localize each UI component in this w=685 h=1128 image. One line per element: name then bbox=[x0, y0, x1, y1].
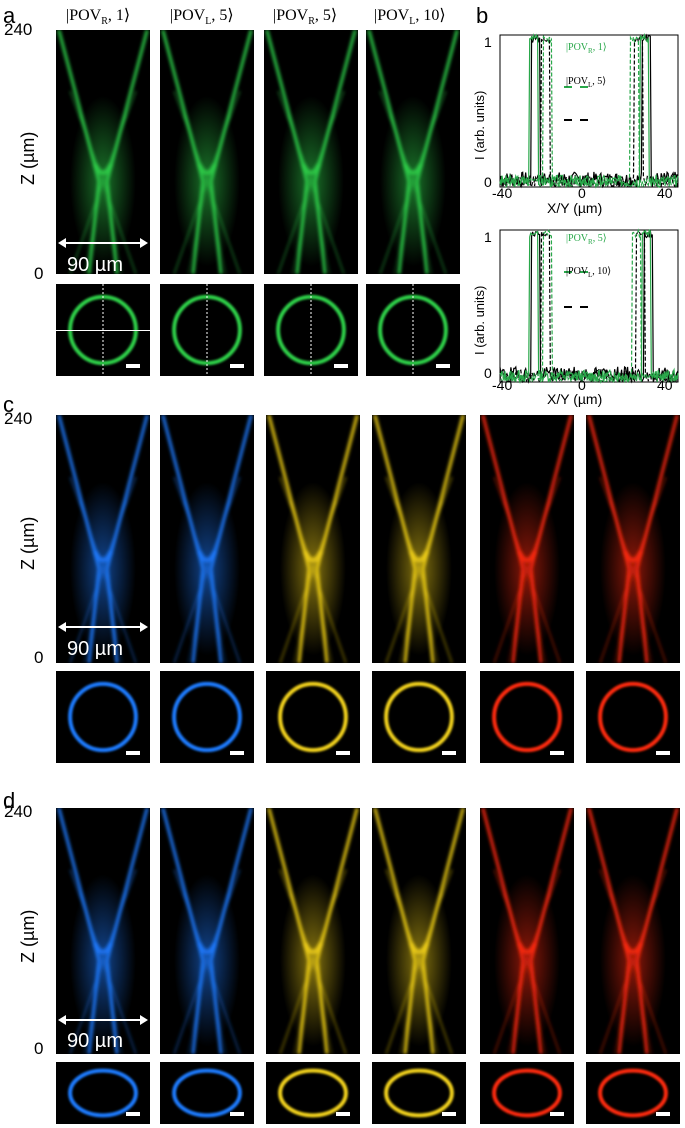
z-tick-bottom: 0 bbox=[34, 264, 44, 283]
beam-profile-image bbox=[366, 30, 460, 274]
z-tick-top: 240 bbox=[4, 20, 33, 39]
beam-profile-image bbox=[586, 808, 680, 1054]
x-tick: 0 bbox=[578, 185, 586, 201]
intensity-plot-top bbox=[470, 25, 685, 215]
intensity-plot-bottom bbox=[470, 220, 685, 410]
x-tick: 40 bbox=[657, 377, 673, 393]
ring-cross-section-image bbox=[586, 1062, 680, 1124]
z-tick-bottom: 0 bbox=[34, 1039, 44, 1058]
legend-entry: |POVL, 5⟩ bbox=[566, 76, 607, 89]
ring-cross-section-image bbox=[266, 1062, 360, 1124]
y-tick: 1 bbox=[484, 229, 492, 245]
x-tick: 0 bbox=[578, 377, 586, 393]
scale-bar-label: 90 µm bbox=[67, 254, 123, 276]
ring-cross-section-image bbox=[586, 671, 680, 763]
ring-cross-section-image bbox=[366, 284, 460, 376]
scale-bar-arrow bbox=[56, 1012, 150, 1028]
beam-profile-image bbox=[160, 415, 254, 663]
ring-cross-section-image bbox=[372, 671, 466, 763]
legend-entry: |POVR, 5⟩ bbox=[566, 233, 607, 246]
beam-profile-image bbox=[266, 415, 360, 663]
ket-label: |POVR, 1⟩ bbox=[66, 7, 131, 28]
ring-cross-section-image bbox=[480, 671, 574, 763]
ring-cross-section-image bbox=[480, 1062, 574, 1124]
beam-profile-image bbox=[264, 30, 358, 274]
y-axis-label: I (arb. units) bbox=[472, 285, 487, 355]
ring-cross-section-image bbox=[372, 1062, 466, 1124]
intensity-plot-top-svg bbox=[499, 32, 679, 189]
z-tick-top: 240 bbox=[4, 802, 33, 821]
z-axis-label: Z (µm) bbox=[18, 516, 38, 570]
ring-cross-section-image bbox=[264, 284, 358, 376]
panel-letter-d: d bbox=[3, 788, 16, 813]
beam-profile-image bbox=[586, 415, 680, 663]
x-axis-label: X/Y (µm) bbox=[547, 391, 603, 407]
ring-cross-section-image bbox=[160, 284, 254, 376]
beam-profile-image bbox=[372, 808, 466, 1054]
intensity-plot-bottom-svg bbox=[499, 228, 679, 384]
z-axis-label: Z (µm) bbox=[18, 131, 38, 185]
ring-cross-section-image bbox=[56, 671, 150, 763]
beam-profile-image bbox=[160, 30, 254, 274]
y-tick: 1 bbox=[484, 34, 492, 50]
legend-entry: |POVR, 1⟩ bbox=[566, 42, 607, 55]
ket-label: |POVL, 10⟩ bbox=[374, 7, 446, 28]
ring-cross-section-image bbox=[266, 671, 360, 763]
ring-cross-section-image bbox=[160, 671, 254, 763]
beam-profile-image bbox=[160, 808, 254, 1054]
beam-profile-image bbox=[372, 415, 466, 663]
beam-profile-image bbox=[266, 808, 360, 1054]
scale-bar-label: 90 µm bbox=[67, 638, 123, 660]
beam-profile-image bbox=[56, 415, 150, 663]
y-tick: 0 bbox=[484, 365, 492, 381]
legend-entry: |POVL, 10⟩ bbox=[566, 266, 612, 279]
ring-cross-section-image bbox=[160, 1062, 254, 1124]
beam-profile-image bbox=[56, 808, 150, 1054]
panel-letter-a: a bbox=[3, 3, 16, 28]
beam-profile-image bbox=[480, 808, 574, 1054]
x-tick: 40 bbox=[657, 185, 673, 201]
ring-cross-section-image bbox=[56, 1062, 150, 1124]
x-axis-label: X/Y (µm) bbox=[547, 200, 603, 216]
x-tick: -40 bbox=[492, 377, 513, 393]
y-axis-label: I (arb. units) bbox=[472, 90, 487, 160]
y-tick: 0 bbox=[484, 174, 492, 190]
z-axis-label: Z (µm) bbox=[18, 909, 38, 963]
panel-letter-c: c bbox=[3, 392, 14, 417]
panel-letter-b: b bbox=[476, 3, 489, 28]
ket-label: |POVR, 5⟩ bbox=[273, 7, 338, 28]
beam-profile-image bbox=[56, 30, 150, 274]
scale-bar-label: 90 µm bbox=[67, 1030, 123, 1052]
x-tick: -40 bbox=[492, 185, 513, 201]
scale-bar-arrow bbox=[56, 235, 150, 251]
beam-profile-image bbox=[480, 415, 574, 663]
crosshair-line bbox=[56, 330, 150, 331]
z-tick-top: 240 bbox=[4, 409, 33, 428]
z-tick-bottom: 0 bbox=[34, 648, 44, 667]
ket-label: |POVL, 5⟩ bbox=[170, 7, 234, 28]
scale-bar-arrow bbox=[56, 619, 150, 635]
